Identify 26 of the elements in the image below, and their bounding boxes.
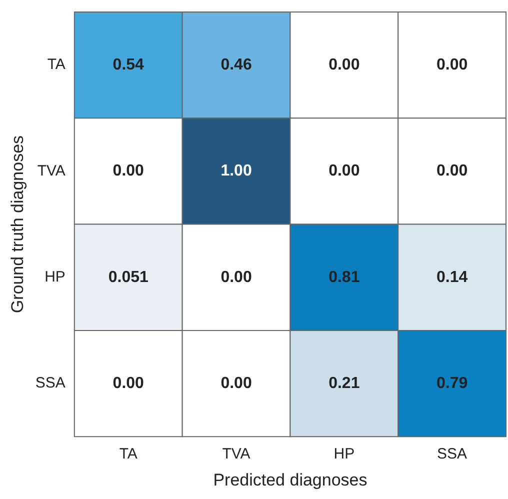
x-axis-title: Predicted diagnoses (213, 470, 368, 490)
data-label: 0.00 (328, 56, 360, 74)
data-label: 0.79 (436, 374, 468, 392)
data-label: 0.051 (108, 268, 148, 286)
data-label: 0.00 (112, 162, 144, 180)
y-tick-label: HP (44, 268, 66, 286)
y-tick-label: TVA (37, 162, 66, 180)
data-label: 0.46 (220, 56, 252, 74)
x-tick-label: SSA (437, 446, 468, 463)
data-label: 0.00 (436, 162, 468, 180)
data-label: 0.00 (436, 56, 468, 74)
data-label: 0.00 (328, 162, 360, 180)
data-label: 0.81 (328, 268, 360, 286)
x-tick-label: HP (334, 446, 355, 463)
y-axis-title: Ground truth diagnoses (8, 135, 27, 314)
x-tick-label: TVA (222, 446, 250, 463)
y-tick-label: TA (47, 56, 66, 74)
data-label: 0.21 (328, 374, 360, 392)
x-tick-label: TA (119, 446, 138, 463)
data-label: 1.00 (220, 162, 252, 180)
data-label: 0.14 (436, 268, 468, 286)
data-label: 0.00 (112, 374, 144, 392)
data-label: 0.00 (220, 374, 252, 392)
y-tick-label: SSA (35, 374, 66, 392)
data-label: 0.00 (220, 268, 252, 286)
data-label: 0.54 (112, 56, 144, 74)
